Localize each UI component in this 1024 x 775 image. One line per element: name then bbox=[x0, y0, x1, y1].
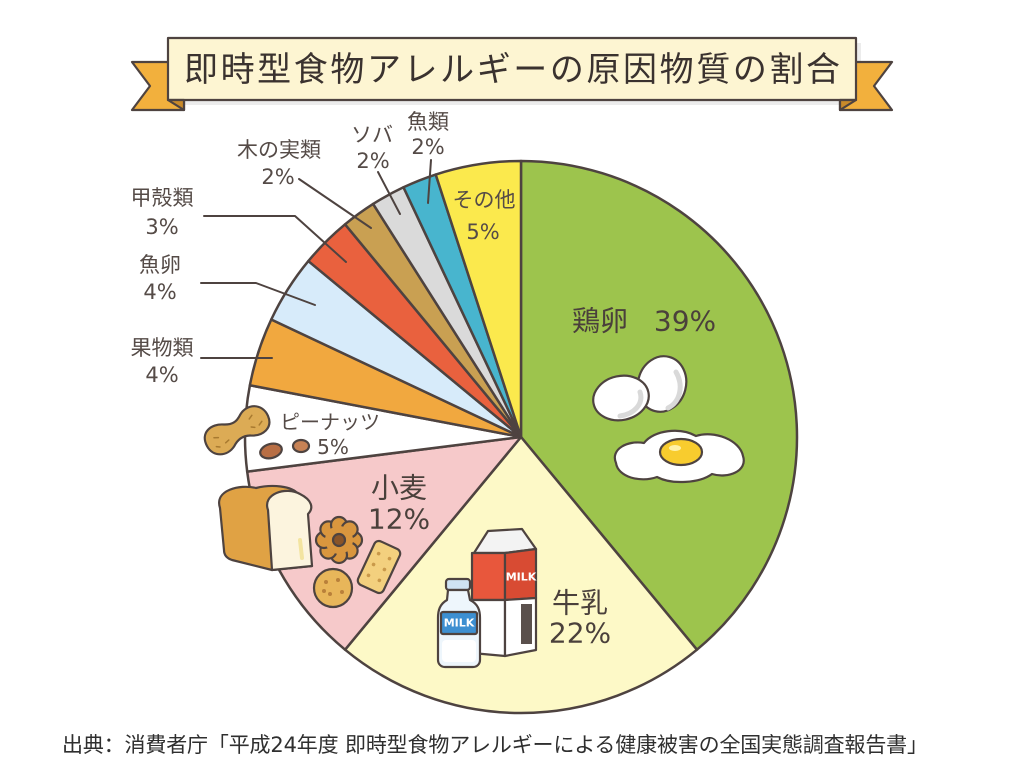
leader-line-crustacean bbox=[203, 215, 347, 263]
source-note: 出典：消費者庁「平成24年度 即時型食物アレルギーによる健康被害の全国実態調査報… bbox=[62, 733, 928, 757]
label-fish-name: 魚類 bbox=[407, 110, 449, 134]
bread-slice-face bbox=[265, 489, 314, 572]
milk-carton-illustration: MILK bbox=[470, 527, 538, 658]
leader-line-fish bbox=[427, 159, 432, 204]
slice-other bbox=[434, 159, 523, 439]
label-other-value: 5% bbox=[466, 220, 499, 244]
banner-body bbox=[166, 36, 858, 102]
title-banner: 即時型食物アレルギーの原因物質の割合 bbox=[130, 36, 894, 112]
data-labels: 鶏卵 39% 牛乳 22% 小麦 12% ピーナッツ 5% 果物類 4% 魚卵 … bbox=[131, 110, 717, 650]
bread-highlight bbox=[298, 538, 304, 560]
bottle-label bbox=[439, 610, 479, 636]
label-peanut-value: 5% bbox=[317, 435, 349, 459]
label-egg-name: 鶏卵 bbox=[572, 305, 628, 338]
bread-loaf-illustration bbox=[218, 484, 314, 572]
leader-line-fish-roe bbox=[200, 282, 316, 306]
milk-bottle-illustration: MILK bbox=[436, 577, 482, 669]
label-fruit-value: 4% bbox=[145, 363, 178, 387]
eggs-illustration bbox=[592, 355, 688, 422]
round-cookie-illustration bbox=[312, 567, 354, 609]
milk-bottle-text: MILK bbox=[444, 617, 475, 630]
leader-line-tree-nut bbox=[298, 178, 372, 229]
label-wheat-name: 小麦 bbox=[371, 472, 427, 505]
label-fruit-name: 果物類 bbox=[131, 336, 194, 360]
egg-front-shade bbox=[617, 389, 644, 419]
label-wheat-value: 12% bbox=[368, 503, 430, 536]
label-milk-name: 牛乳 bbox=[552, 587, 608, 620]
label-milk-value: 22% bbox=[549, 617, 611, 650]
label-buckwheat-name: ソバ bbox=[351, 123, 393, 147]
milk-carton-text: MILK bbox=[506, 571, 537, 584]
peanut-shell-illustration bbox=[203, 405, 271, 456]
label-crustacean-value: 3% bbox=[145, 215, 178, 239]
bottle-cap bbox=[444, 577, 472, 592]
label-buckwheat-value: 2% bbox=[356, 149, 389, 173]
label-tree-nut-name: 木の実類 bbox=[237, 138, 321, 162]
label-other-name: その他 bbox=[453, 188, 516, 212]
peanut-kernels-illustration bbox=[259, 438, 311, 460]
carton-front-upper bbox=[470, 551, 507, 602]
yolk-highlight bbox=[669, 445, 681, 451]
flower-cookie-illustration bbox=[314, 515, 364, 565]
cookie-center bbox=[331, 532, 347, 548]
cracker-illustration bbox=[356, 539, 402, 595]
bottle-milk bbox=[442, 640, 476, 662]
label-egg-value: 39% bbox=[654, 305, 716, 338]
leader-lines bbox=[200, 159, 432, 359]
egg-back bbox=[636, 355, 688, 413]
label-fish-roe-value: 4% bbox=[143, 280, 176, 304]
carton-side-panel bbox=[521, 604, 532, 644]
label-tree-nut-value: 2% bbox=[261, 165, 294, 189]
label-fish-roe-name: 魚卵 bbox=[139, 253, 181, 277]
label-peanut-name: ピーナッツ bbox=[280, 410, 380, 434]
egg-yolk bbox=[658, 437, 704, 467]
label-fish-value: 2% bbox=[411, 135, 444, 159]
banner-right-fold bbox=[838, 98, 858, 112]
banner-left-fold bbox=[166, 98, 186, 112]
leader-line-buckwheat bbox=[377, 171, 401, 215]
fried-egg-illustration bbox=[613, 429, 745, 484]
egg-back-shade bbox=[665, 369, 683, 411]
label-crustacean-name: 甲殻類 bbox=[131, 186, 194, 210]
